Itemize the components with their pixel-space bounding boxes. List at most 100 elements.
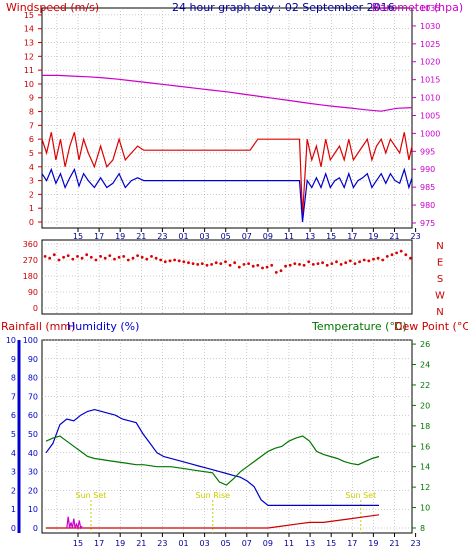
direction-point — [409, 256, 412, 260]
wind-baro-plot-area — [41, 7, 413, 229]
direction-point — [113, 257, 116, 261]
temperature-tick-label: 8 — [420, 524, 425, 533]
direction-point — [256, 263, 260, 267]
direction-point — [196, 263, 200, 266]
direction-point — [136, 254, 140, 257]
rainfall-tick-label: 3 — [11, 468, 16, 477]
windspeed-tick-label: 5 — [29, 149, 34, 158]
direction-point — [367, 259, 371, 263]
windspeed-axis-label: Windspeed (m/s) — [6, 1, 99, 14]
rainfall-line — [46, 514, 380, 529]
x-tick-label: 05 — [221, 232, 231, 241]
direction-point — [228, 263, 232, 267]
rainfall-tick-label: 10 — [6, 336, 16, 345]
direction-point — [43, 255, 47, 258]
x-tick-label: 15 — [73, 539, 83, 548]
direction-tick-label: 180 — [23, 272, 38, 281]
direction-point — [80, 256, 84, 260]
humidity-axis-ticks: 0 10 20 30 40 50 60 70 80 90 100 — [23, 336, 38, 533]
direction-point — [76, 255, 79, 258]
direction-point — [117, 255, 121, 259]
direction-point — [265, 265, 269, 269]
windspeed-tick-label: 3 — [29, 177, 34, 186]
x-tick-label: 19 — [115, 539, 125, 548]
compass-label: E — [437, 258, 443, 269]
windspeed-tick-label: 13 — [24, 39, 34, 48]
barometer-tick-label: 1010 — [420, 94, 440, 103]
windspeed-tick-label: 4 — [29, 163, 34, 172]
direction-point — [321, 261, 324, 265]
barometer-axis-ticks: 975 980 985 990 995 1000 1005 1010 1015 1020 1025 1… — [412, 4, 440, 228]
direction-point — [390, 253, 394, 257]
direction-point — [353, 262, 357, 265]
direction-point — [154, 256, 158, 260]
temperature-tick-label: 14 — [420, 463, 430, 472]
direction-point — [399, 249, 403, 253]
direction-point — [200, 262, 204, 265]
humidity-tick-label: 80 — [28, 374, 38, 383]
wind-baro-grid — [42, 8, 412, 228]
direction-point — [247, 262, 251, 265]
direction-point — [381, 258, 385, 262]
direction-point — [159, 258, 163, 262]
barometer-tick-label: 1030 — [420, 22, 440, 31]
barometer-tick-label: 1015 — [420, 76, 440, 85]
barometer-tick-label: 995 — [420, 147, 435, 156]
x-tick-label: 15 — [326, 539, 336, 548]
barometer-tick-label: 990 — [420, 165, 435, 174]
rainfall-tick-label: 2 — [11, 486, 16, 495]
barometer-tick-label: 980 — [420, 201, 435, 210]
x-tick-label: 21 — [389, 232, 399, 241]
temperature-tick-label: 18 — [420, 422, 430, 431]
direction-point — [335, 260, 338, 264]
dewpoint-rate-line — [66, 516, 83, 531]
direction-point — [307, 260, 311, 264]
rainfall-tick-label: 4 — [11, 449, 16, 458]
wind-direction-points — [43, 249, 412, 274]
direction-point — [279, 269, 283, 273]
compass-label: N — [436, 241, 443, 252]
direction-point — [237, 265, 241, 269]
x-tick-label: 17 — [94, 232, 104, 241]
x-tick-label: 19 — [368, 232, 378, 241]
x-tick-label: 11 — [284, 539, 294, 548]
direction-tick-label: 0 — [33, 304, 38, 313]
windspeed-tick-label: 9 — [29, 94, 34, 103]
direction-point — [94, 258, 98, 262]
windspeed-tick-label: 7 — [29, 121, 34, 130]
direction-point — [288, 263, 292, 267]
humidity-tick-label: 60 — [28, 411, 38, 420]
direction-point — [348, 259, 352, 263]
humidity-tick-label: 10 — [28, 505, 38, 514]
direction-tick-label: 90 — [28, 288, 38, 297]
temperature-tick-label: 24 — [420, 361, 430, 370]
direction-point — [99, 255, 102, 258]
x-tick-label: 17 — [347, 232, 357, 241]
temperature-line — [45, 435, 380, 486]
direction-point — [311, 263, 315, 266]
humidity-tick-label: 50 — [28, 430, 38, 439]
rainfall-tick-label: 0 — [11, 524, 16, 533]
barometer-tick-label: 975 — [420, 219, 435, 228]
humidity-tick-label: 40 — [28, 449, 38, 458]
x-tick-label: 23 — [411, 539, 421, 548]
direction-point — [52, 253, 56, 257]
x-tick-label: 07 — [242, 232, 252, 241]
temperature-tick-label: 26 — [420, 340, 430, 349]
sun-event-label: Sun Set — [345, 491, 376, 500]
compass-label: N — [436, 307, 443, 318]
direction-point — [145, 257, 149, 261]
barometer-tick-label: 1035 — [420, 4, 440, 13]
direction-point — [150, 255, 153, 258]
x-tick-label: 21 — [389, 539, 399, 548]
barometer-tick-label: 1020 — [420, 58, 440, 67]
direction-point — [270, 263, 274, 267]
direction-point — [89, 255, 93, 259]
humidity-tick-label: 90 — [28, 355, 38, 364]
barometer-tick-label: 1025 — [420, 40, 440, 49]
temperature-tick-label: 10 — [420, 504, 430, 513]
direction-point — [376, 256, 380, 260]
direction-point — [298, 263, 301, 266]
sun-event-label: Sun Rise — [195, 491, 230, 500]
